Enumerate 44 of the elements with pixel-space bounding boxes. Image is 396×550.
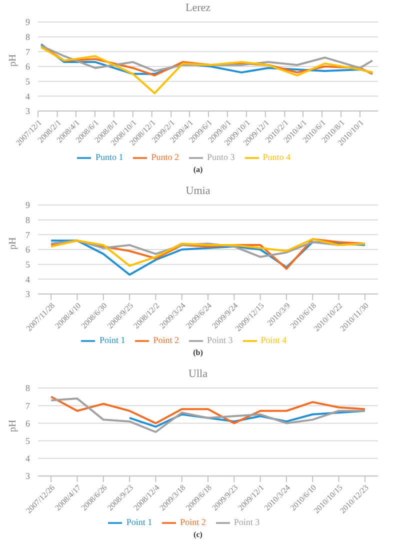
y-tick-label: 5 (26, 436, 30, 446)
legend-label: Point 2 (180, 517, 206, 528)
y-tick-label: 7 (26, 400, 30, 411)
text: (c) (192, 530, 204, 541)
y-tick-label: 6 (26, 62, 30, 72)
line-series (50, 396, 366, 424)
legend-label: Point 3 (207, 335, 233, 346)
chart-title: Umia (184, 184, 212, 199)
legend-label: Punto 4 (262, 152, 291, 162)
legend-label: Point 4 (260, 335, 287, 346)
text: (a) (192, 165, 204, 176)
y-tick-label: 8 (26, 215, 30, 226)
y-axis-title: pH (8, 237, 19, 250)
legend-label: Punto 2 (151, 152, 179, 162)
y-tick-label: 3 (26, 471, 30, 482)
y-tick-label: 5 (26, 260, 30, 270)
y-tick-label: 6 (26, 418, 30, 428)
line-series (50, 398, 366, 433)
legend-label: Point 1 (126, 517, 152, 528)
y-tick-label: 9 (26, 200, 30, 210)
y-tick-label: 6 (26, 244, 30, 255)
legend-label: Point 3 (234, 517, 260, 528)
line-series (50, 240, 366, 276)
y-tick-label: 3 (26, 106, 30, 116)
y-axis-title: pH (8, 54, 19, 66)
line-series (40, 46, 374, 94)
chart-title: Ulla (188, 367, 208, 382)
y-tick-label: 7 (26, 230, 30, 240)
y-tick-label: 3 (26, 289, 30, 300)
legend-label: Point 2 (153, 335, 179, 346)
y-tick-label: 8 (26, 383, 30, 394)
legend-label: Punto 3 (207, 152, 235, 162)
legend-label: Point 1 (99, 335, 126, 346)
chart-title: Lerez (184, 1, 212, 16)
y-tick-label: 8 (26, 32, 30, 42)
y-tick-label: 4 (26, 454, 30, 464)
legend-label: Punto 1 (95, 152, 124, 162)
text: (b) (192, 348, 204, 359)
y-tick-label: 9 (26, 17, 30, 28)
y-tick-label: 5 (26, 76, 30, 87)
y-tick-label: 7 (26, 46, 30, 57)
y-tick-label: 4 (26, 274, 30, 284)
y-tick-label: 4 (26, 91, 30, 102)
y-axis-title: pH (8, 420, 19, 432)
